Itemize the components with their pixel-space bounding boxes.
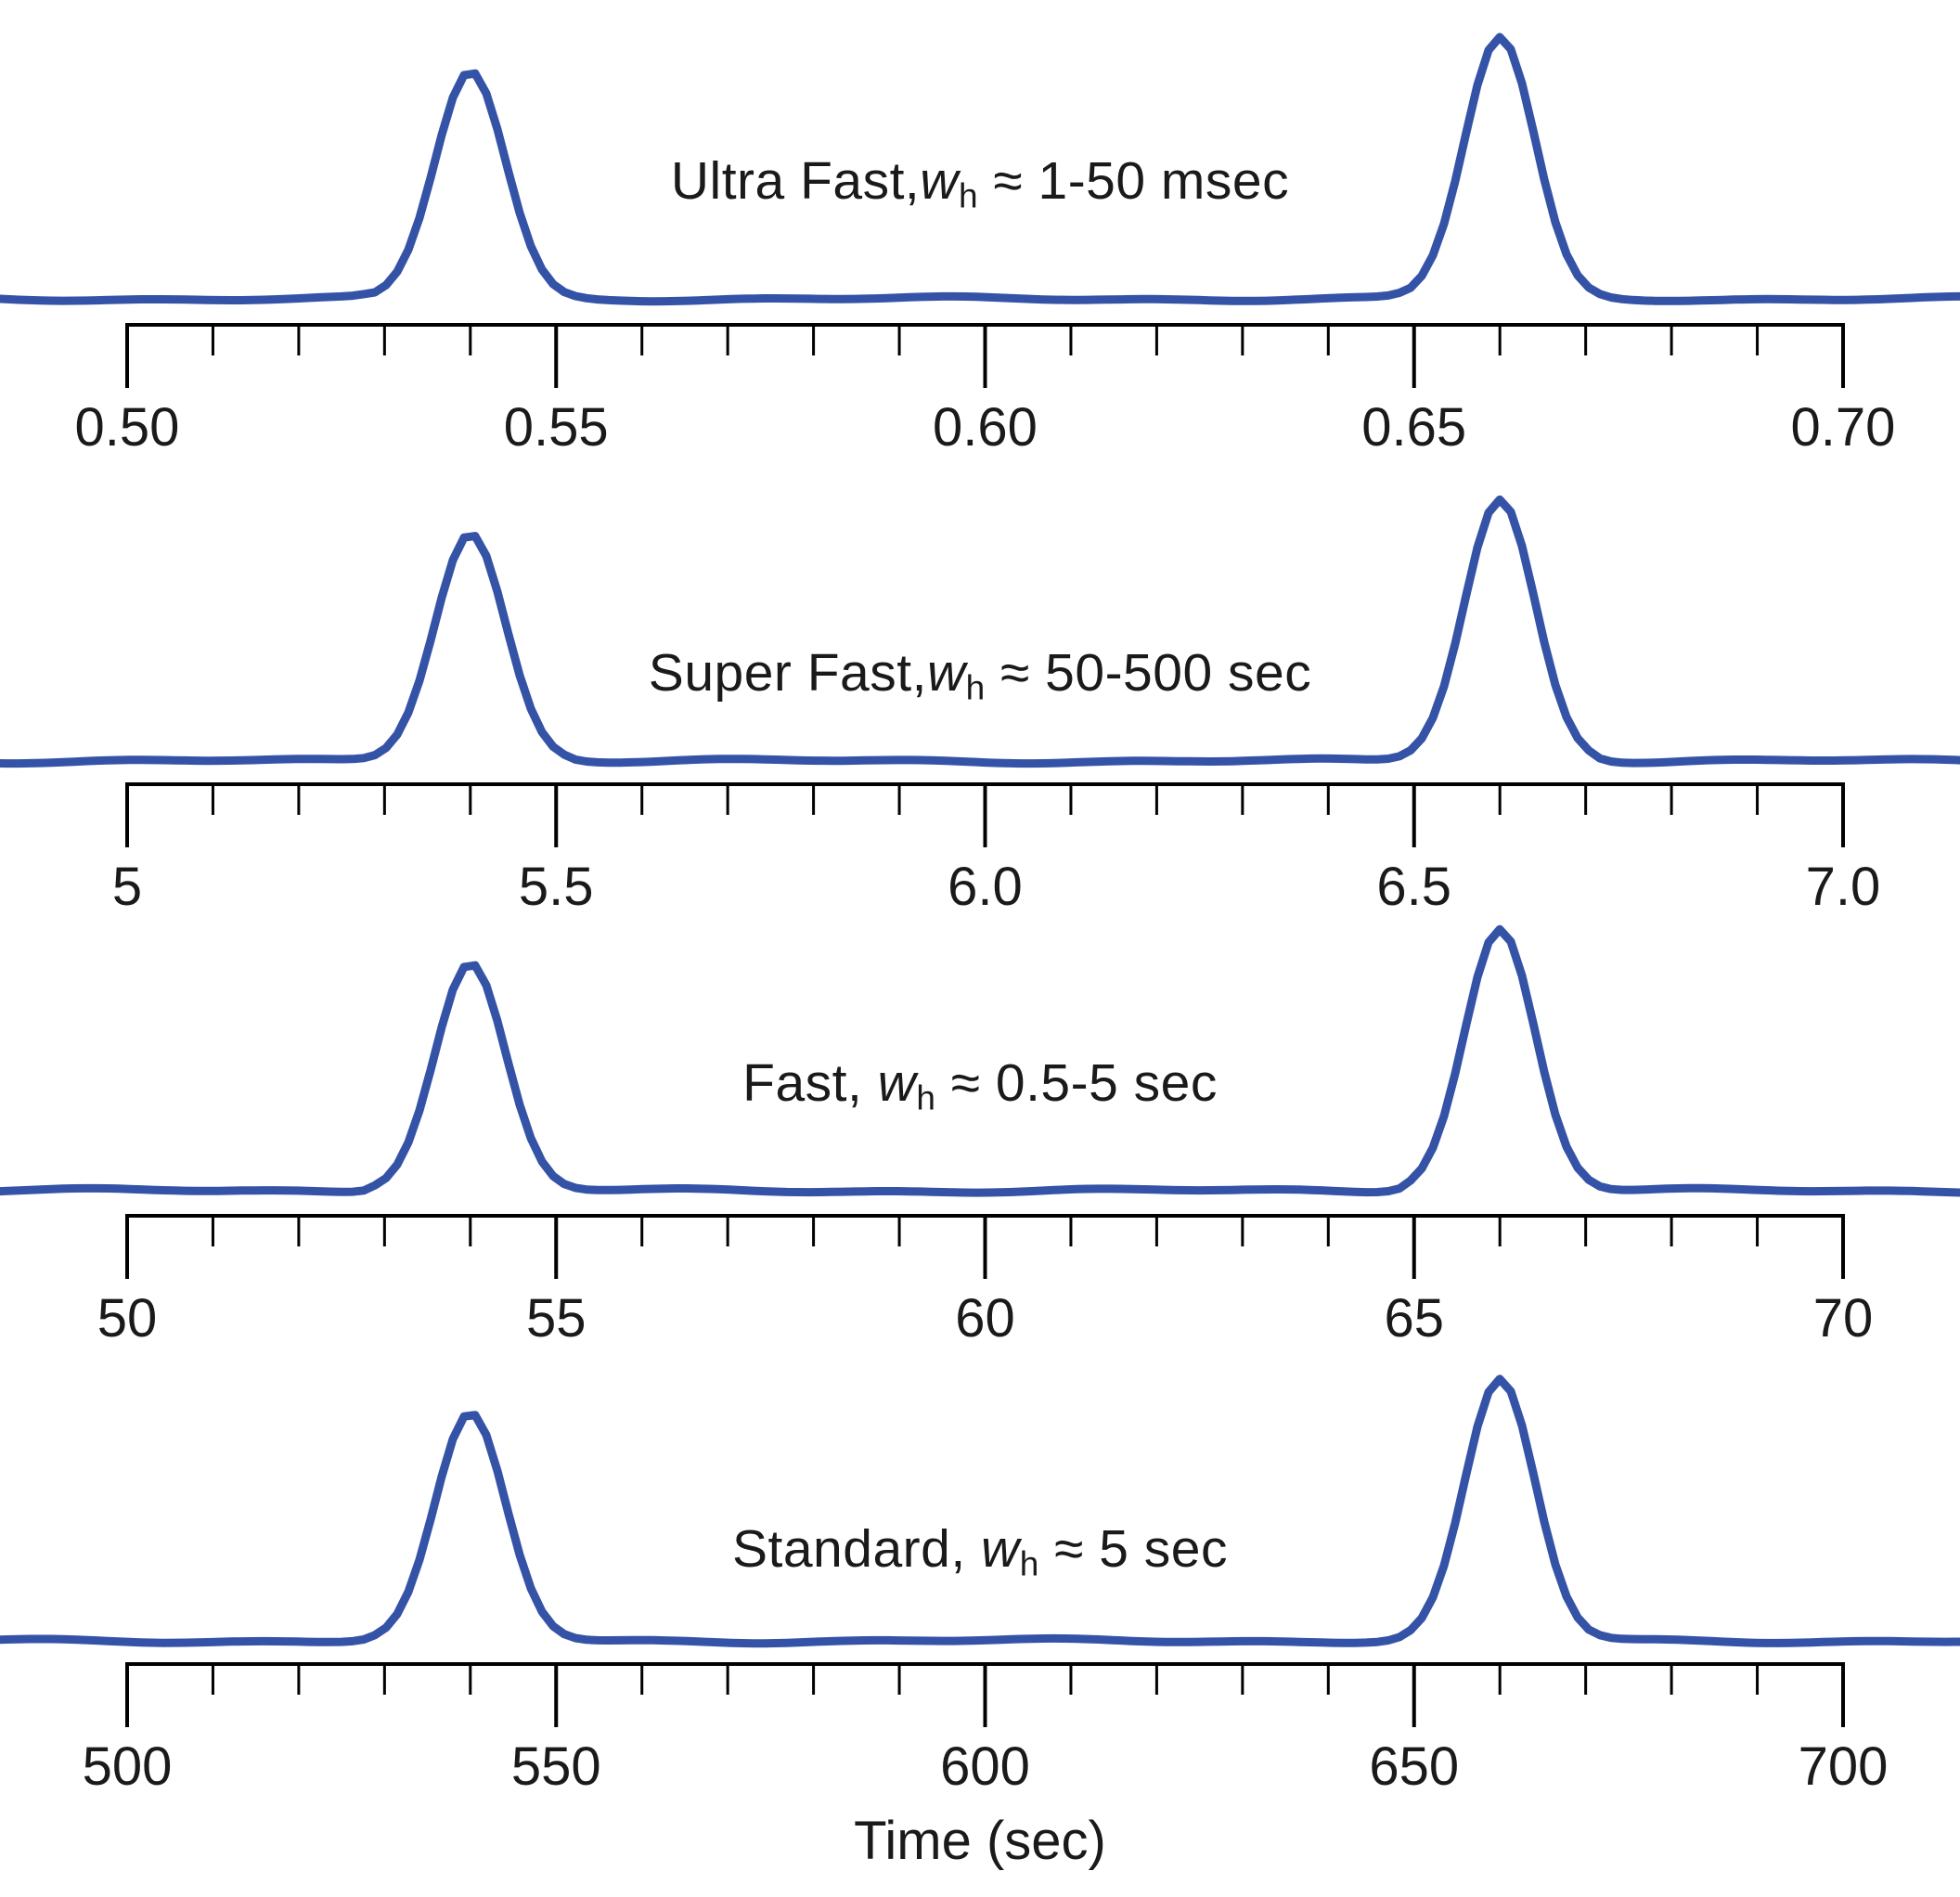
tick-label: 60 [955, 1288, 1015, 1349]
width-variable: w [877, 1053, 917, 1113]
width-variable: w [920, 151, 959, 211]
tick-label: 7.0 [1806, 857, 1881, 917]
panel-2: 5 5.5 6.0 6.5 7.0 [0, 495, 1960, 917]
panel-label-range: ≈ 0.5-5 sec [935, 1053, 1218, 1113]
tick-label: 0.50 [75, 397, 180, 458]
panel-3: 50 55 60 65 70 [0, 924, 1960, 1349]
tick-label: 6.0 [948, 857, 1023, 917]
panel-label-range: ≈ 1-50 msec [978, 151, 1290, 211]
panel-label-range: ≈ 50-500 sec [985, 643, 1312, 703]
panel-label-ultra-fast: Ultra Fast,wh ≈ 1-50 msec [0, 150, 1960, 215]
tick-label: 650 [1369, 1736, 1459, 1797]
panel-label-text: Super Fast, [648, 643, 927, 703]
width-variable: w [926, 643, 966, 703]
tick-label: 500 [83, 1736, 173, 1797]
tick-label: 600 [940, 1736, 1030, 1797]
tick-label: 5 [112, 857, 142, 917]
tick-label: 6.5 [1376, 857, 1451, 917]
trace-panel-1 [0, 32, 1960, 306]
panel-label-standard: Standard, wh ≈ 5 sec [0, 1518, 1960, 1583]
panel-label-text: Fast, [742, 1053, 878, 1113]
tick-label: 550 [511, 1736, 601, 1797]
trace-panel-3 [0, 924, 1960, 1197]
panel-label-super-fast: Super Fast,wh ≈ 50-500 sec [0, 642, 1960, 707]
width-subscript: h [916, 1078, 936, 1117]
tick-label: 0.55 [504, 397, 609, 458]
width-subscript: h [1019, 1543, 1039, 1583]
width-subscript: h [958, 175, 979, 215]
tick-label: 70 [1813, 1288, 1874, 1349]
width-subscript: h [965, 667, 986, 707]
tick-label: 55 [526, 1288, 587, 1349]
x-axis-title: Time (sec) [854, 1811, 1106, 1871]
trace-panel-2 [0, 495, 1960, 768]
tick-label: 5.5 [519, 857, 594, 917]
width-variable: w [981, 1519, 1020, 1579]
panel-1: 0.50 0.55 0.60 0.65 0.70 [0, 32, 1960, 458]
tick-label: 700 [1799, 1736, 1889, 1797]
tick-label: 65 [1384, 1288, 1444, 1349]
tick-label: 0.60 [933, 397, 1038, 458]
tick-label: 50 [97, 1288, 158, 1349]
panel-label-fast: Fast, wh ≈ 0.5-5 sec [0, 1052, 1960, 1117]
panel-label-range: ≈ 5 sec [1038, 1519, 1228, 1579]
tick-label: 0.65 [1361, 397, 1466, 458]
tick-label: 0.70 [1791, 397, 1896, 458]
panel-4: 500 550 600 650 700 [0, 1374, 1960, 1797]
panel-label-text: Ultra Fast, [670, 151, 921, 211]
panel-label-text: Standard, [732, 1519, 982, 1579]
trace-panel-4 [0, 1374, 1960, 1648]
